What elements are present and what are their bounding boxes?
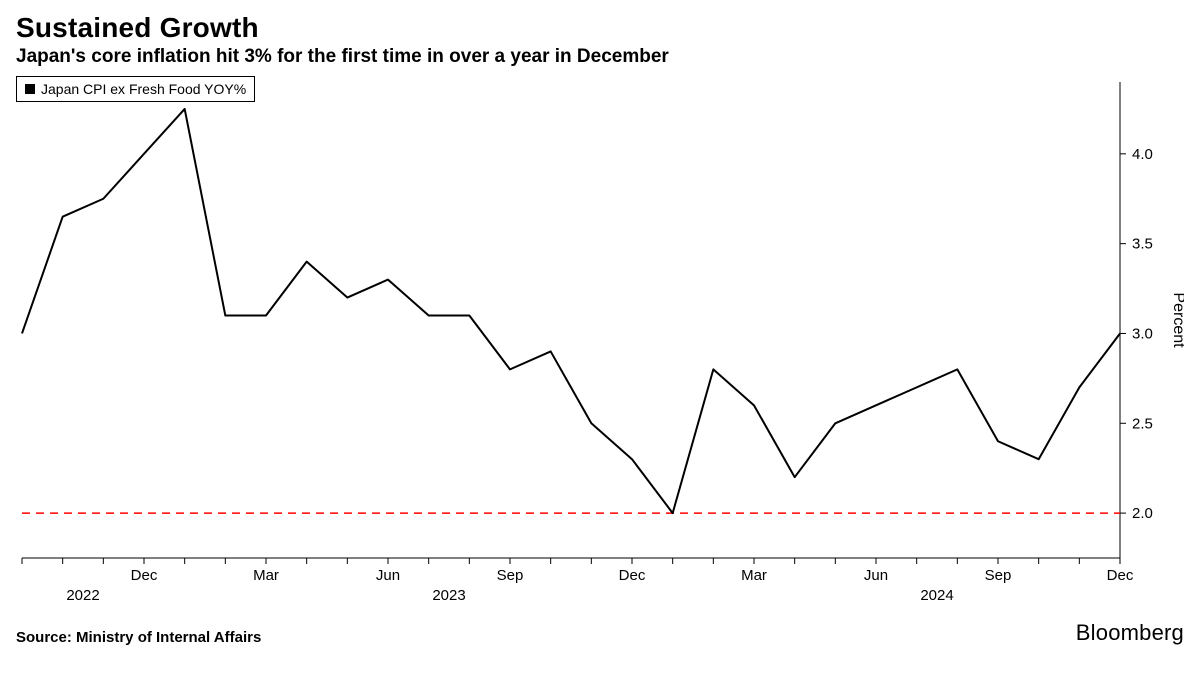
line-chart-svg: 2.0 2.5 3.0 3.5 4.0 Percent Dec Mar Jun Sep Dec Mar…	[16, 76, 1184, 616]
svg-text:Percent: Percent	[1170, 292, 1184, 348]
svg-text:Jun: Jun	[864, 567, 888, 584]
legend-label: Japan CPI ex Fresh Food YOY%	[41, 81, 246, 97]
svg-text:Dec: Dec	[619, 567, 646, 584]
svg-text:2023: 2023	[432, 587, 465, 604]
plot-area: Japan CPI ex Fresh Food YOY% 2.0 2.5 3.0 3.…	[16, 76, 1184, 616]
svg-text:3.0: 3.0	[1132, 325, 1153, 342]
chart-subtitle: Japan's core inflation hit 3% for the fi…	[16, 46, 1184, 68]
source-text: Source: Ministry of Internal Affairs	[16, 629, 261, 646]
chart-footer: Source: Ministry of Internal Affairs Blo…	[16, 620, 1184, 646]
svg-text:Mar: Mar	[741, 567, 767, 584]
svg-text:2.5: 2.5	[1132, 415, 1153, 432]
brand-text: Bloomberg	[1076, 620, 1184, 646]
svg-text:Dec: Dec	[1107, 567, 1134, 584]
svg-text:Mar: Mar	[253, 567, 279, 584]
chart-title: Sustained Growth	[16, 12, 1184, 44]
svg-text:Sep: Sep	[497, 567, 524, 584]
svg-text:Sep: Sep	[985, 567, 1012, 584]
chart-container: Sustained Growth Japan's core inflation …	[0, 0, 1200, 675]
svg-text:4.0: 4.0	[1132, 146, 1153, 163]
svg-text:2.0: 2.0	[1132, 505, 1153, 522]
svg-text:2022: 2022	[66, 587, 99, 604]
legend: Japan CPI ex Fresh Food YOY%	[16, 76, 255, 102]
legend-swatch-icon	[25, 84, 35, 94]
svg-text:3.5: 3.5	[1132, 236, 1153, 253]
svg-text:Jun: Jun	[376, 567, 400, 584]
svg-text:2024: 2024	[920, 587, 953, 604]
svg-text:Dec: Dec	[131, 567, 158, 584]
